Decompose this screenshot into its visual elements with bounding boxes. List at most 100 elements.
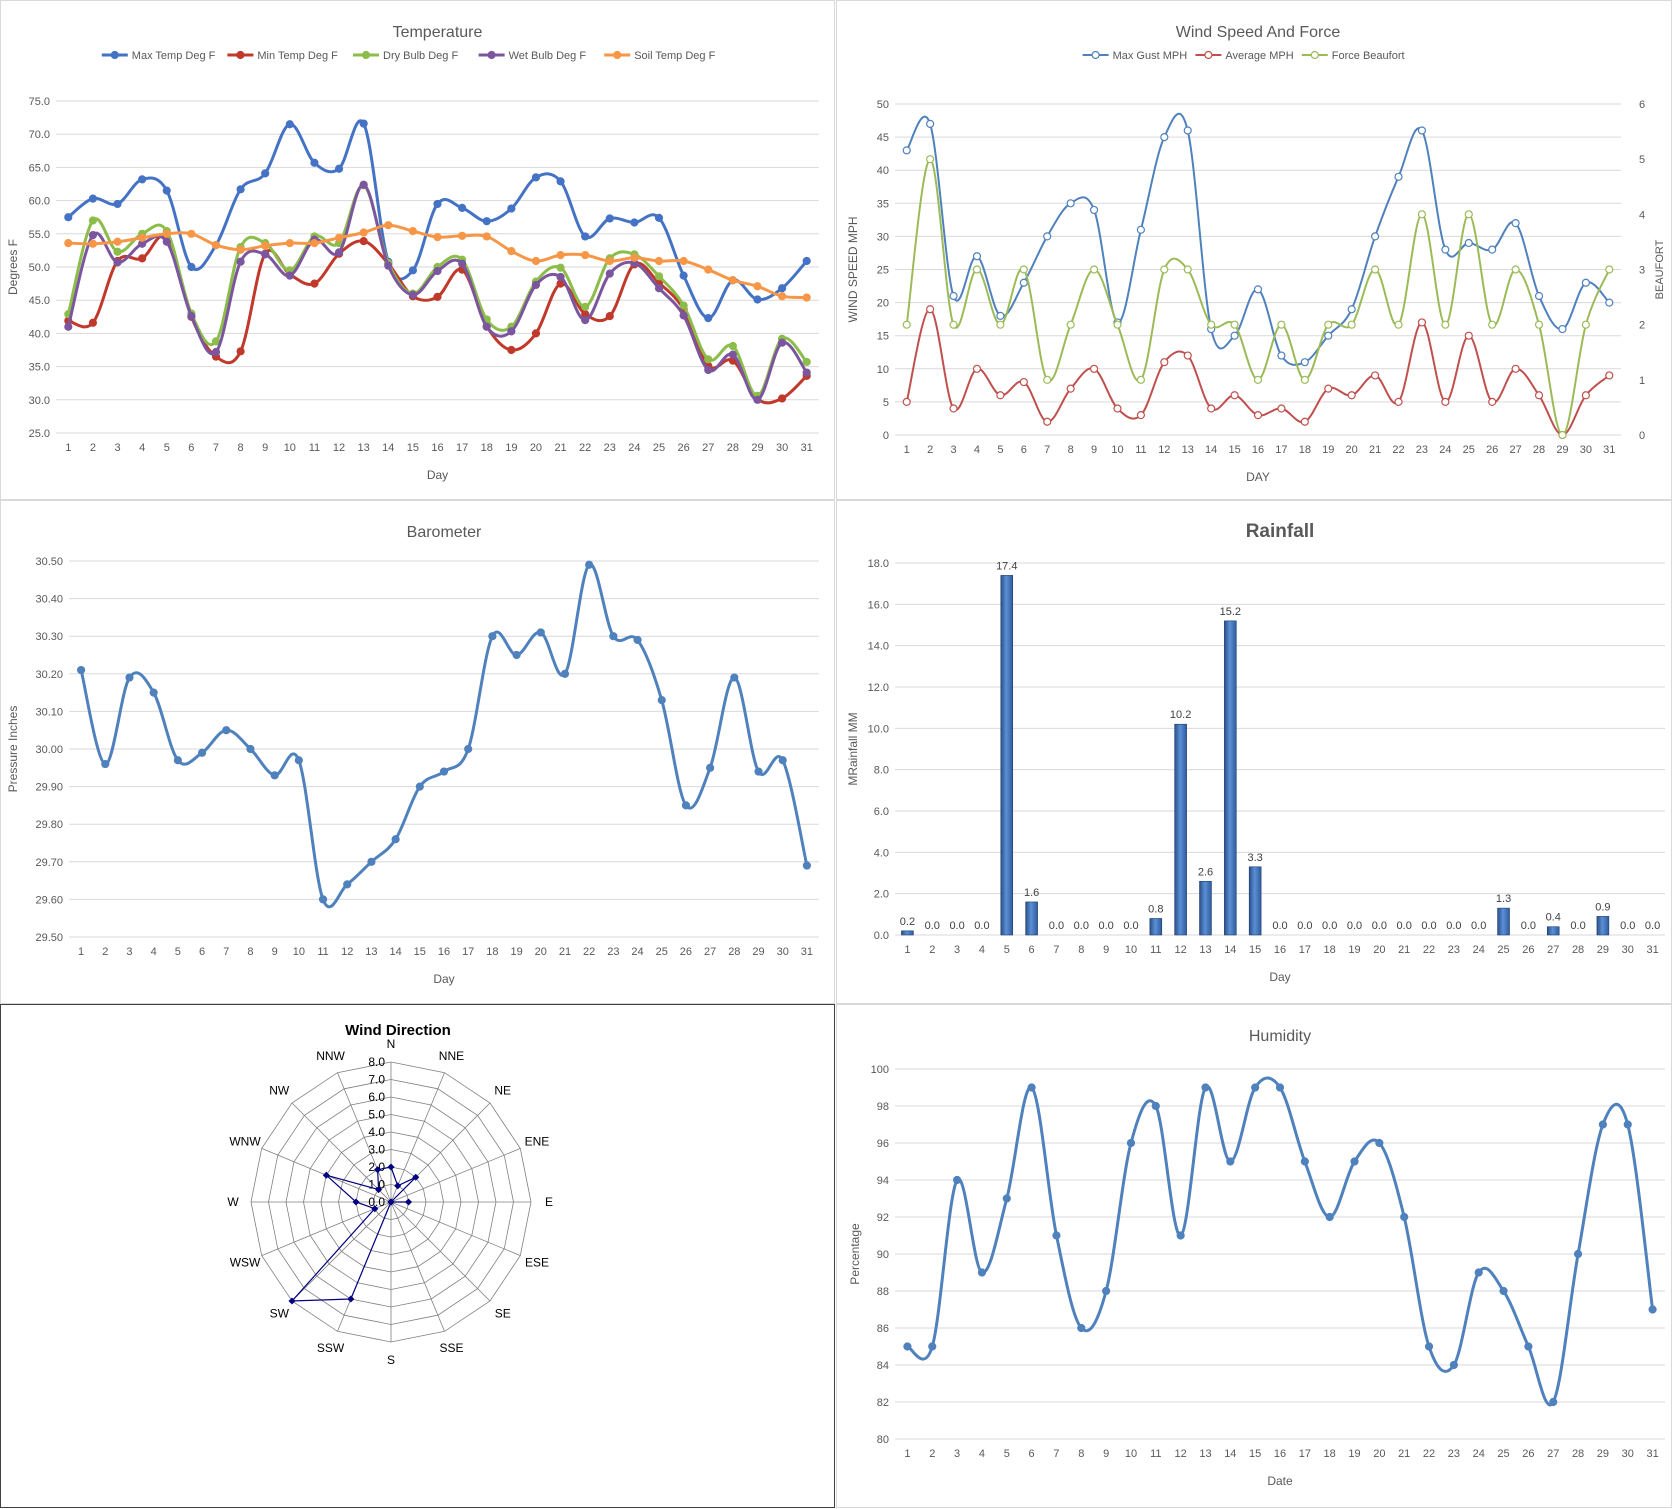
- barometer-series-point: [367, 857, 376, 866]
- temperature-series-4-point: [211, 240, 221, 250]
- temperature-series-3-line: [66, 183, 808, 402]
- wind-series-1-point: [1464, 331, 1473, 340]
- wind-series-1-point: [1511, 364, 1520, 373]
- x-tick-label: 1: [78, 946, 84, 958]
- y-tick-label: 30.0: [29, 395, 50, 407]
- x-tick-label: 19: [1348, 1448, 1360, 1460]
- wind-series-0-point: [1605, 298, 1614, 307]
- x-tick-label: 9: [1091, 444, 1097, 456]
- temperature-chart: Temperature 25.0 30.0 35.0 40.0 45.0 50.0 55.0 6…: [6, 24, 819, 482]
- y-tick-label: 30.50: [35, 556, 63, 568]
- radar-point: [347, 1295, 355, 1303]
- y-tick-label: 29.50: [35, 932, 63, 944]
- y-tick-label: 29.90: [35, 782, 63, 794]
- x-tick-label: 28: [1572, 1448, 1584, 1460]
- rainfall-data-label: 0.8: [1148, 903, 1163, 915]
- y2-tick-label: 6: [1639, 99, 1645, 111]
- x-tick-label: 19: [1322, 444, 1334, 456]
- humidity-series-point: [1400, 1212, 1409, 1222]
- x-tick-label: 9: [262, 442, 268, 454]
- temperature-series-0-point: [556, 177, 565, 186]
- temperature-series-0-point: [310, 158, 319, 167]
- x-tick-label: 8: [1078, 1448, 1084, 1460]
- legend-entry: Average MPH: [1225, 50, 1293, 62]
- x-tick-label: 7: [1044, 444, 1050, 456]
- x-tick-label: 24: [631, 946, 643, 958]
- y-tick-label: 50: [877, 99, 889, 111]
- y-tick-label: 30.00: [35, 744, 63, 756]
- radar-category-label: WSW: [230, 1255, 261, 1269]
- x-tick-label: 2: [927, 444, 933, 456]
- temperature-series-4-point: [605, 256, 614, 266]
- y-tick-label: 4.0: [874, 847, 889, 859]
- wind-series-1-point: [1370, 371, 1380, 380]
- x-tick-label: 14: [1224, 1448, 1236, 1460]
- x-tick-label: 31: [801, 442, 813, 454]
- wind-series-1-point: [949, 404, 958, 413]
- y-tick-label: 86: [877, 1323, 889, 1335]
- x-tick-label: 31: [1646, 944, 1658, 956]
- temperature-series-2-point: [802, 357, 811, 367]
- x-tick-label: 11: [309, 442, 320, 454]
- radar-category-label: NNW: [316, 1049, 345, 1063]
- x-tick-label: 22: [1392, 444, 1404, 456]
- humidity-series-point: [1300, 1157, 1309, 1166]
- x-tick-label: 21: [1369, 444, 1381, 456]
- y-tick-label: 92: [877, 1212, 889, 1224]
- humidity-series-point: [1549, 1397, 1558, 1407]
- temperature-series-2-point: [654, 272, 664, 281]
- x-tick-label: 27: [702, 442, 714, 454]
- temperature-series-4-point: [753, 282, 762, 291]
- x-tick-label: 11: [1135, 444, 1146, 456]
- humidity-series-point: [1002, 1194, 1011, 1203]
- humidity-series-point: [1176, 1231, 1185, 1240]
- x-tick-label: 16: [1274, 1448, 1286, 1460]
- temperature-series-3-point: [802, 368, 811, 377]
- wind-series-0-point: [1089, 205, 1099, 215]
- x-axis-label: Day: [1269, 970, 1290, 984]
- x-tick-label: 8: [1078, 944, 1084, 956]
- x-tick-label: 23: [1448, 1448, 1460, 1460]
- rainfall-bar: [1000, 575, 1014, 936]
- wind-series-2-point: [1160, 265, 1169, 274]
- radar-point: [412, 1173, 420, 1181]
- temperature-series-1-point: [433, 292, 442, 301]
- wind-series-2-point: [1534, 320, 1544, 329]
- radar-spoke: [261, 1201, 392, 1256]
- radar-tick-label: 3.0: [368, 1143, 385, 1157]
- wind-series-1-point: [1089, 364, 1099, 373]
- temperature-series-4-point: [581, 250, 590, 260]
- temperature-series-4-point: [433, 233, 442, 242]
- x-tick-label: 22: [583, 946, 595, 958]
- wind-series-0-point: [1464, 238, 1473, 248]
- wind-series-0-point: [1511, 219, 1520, 228]
- rainfall-data-label: 0.0: [1521, 920, 1536, 932]
- x-tick-label: 29: [1597, 1448, 1609, 1460]
- rainfall-data-label: 10.2: [1170, 709, 1191, 721]
- radar-point: [387, 1163, 395, 1171]
- temperature-series-4-point: [482, 232, 491, 241]
- y-tick-label: 16.0: [868, 599, 889, 611]
- temperature-series-3-point: [605, 269, 614, 278]
- wind-series-2-point: [1300, 375, 1309, 384]
- chart-title: Wind Speed And Force: [1176, 24, 1341, 41]
- temperature-series-0-point: [581, 232, 590, 241]
- x-tick-label: 27: [1547, 1448, 1559, 1460]
- temperature-series-3-point: [261, 250, 270, 259]
- radar-category-label: WNW: [229, 1135, 261, 1149]
- x-tick-label: 29: [1597, 944, 1609, 956]
- x-tick-label: 2: [929, 1448, 935, 1460]
- x-tick-label: 5: [175, 946, 181, 958]
- temperature-series-3-point: [531, 280, 541, 290]
- y-tick-label: 100: [871, 1064, 889, 1076]
- radar-spoke: [291, 1102, 392, 1203]
- wind-series-1-point: [1441, 397, 1450, 406]
- rainfall-data-label: 3.3: [1248, 852, 1263, 864]
- x-tick-label: 18: [1324, 944, 1336, 956]
- rainfall-data-label: 0.2: [900, 916, 915, 928]
- radar-category-label: SE: [495, 1307, 511, 1321]
- temperature-series-1-point: [531, 329, 541, 338]
- y-tick-label: 65.0: [29, 162, 50, 174]
- y-tick-label: 29.70: [35, 857, 63, 869]
